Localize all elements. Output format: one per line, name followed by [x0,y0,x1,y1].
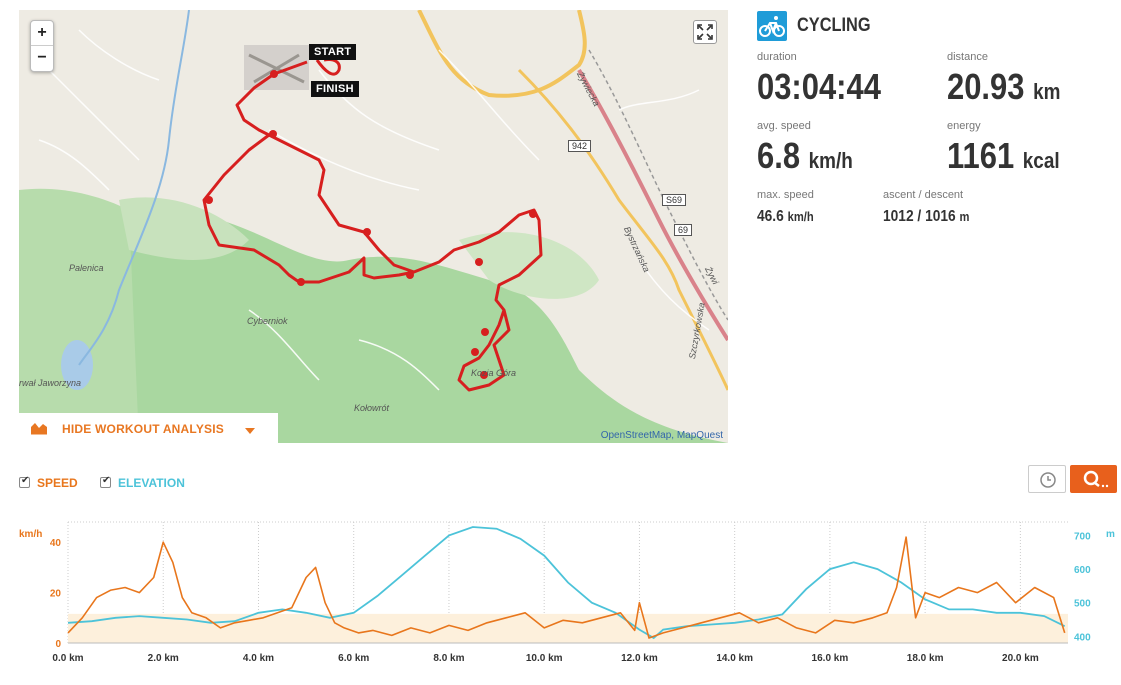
zoom-out-button[interactable]: − [37,49,47,66]
start-marker[interactable]: START [309,44,357,60]
zoom-in-button[interactable]: + [31,21,53,46]
place-label: rwał Jaworzyna [19,378,82,388]
time-axis-button[interactable] [1028,465,1066,493]
clock-icon [1040,472,1056,488]
forest-area [19,188,139,443]
y-right-tick-label: 500 [1074,599,1091,610]
speed-line [67,536,1066,639]
place-label: Kozia Góra [471,368,517,378]
main-road [517,68,728,391]
fullscreen-icon [697,24,713,40]
y-left-tick-label: 40 [50,538,62,549]
cycling-icon [757,11,787,41]
distance-axis-button[interactable] [1070,465,1117,493]
place-label: Kołowrót [354,403,390,413]
x-tick-label: 12.0 km [621,653,658,664]
x-tick-label: 4.0 km [243,653,274,664]
y-right-unit: m [1106,529,1115,540]
x-tick-label: 18.0 km [907,653,944,664]
analysis-chart-icon [31,423,47,435]
avg-speed-label: avg. speed [757,120,811,132]
duration-label: duration [757,51,797,63]
sport-title: CYCLING [797,15,871,36]
river [78,10,190,366]
railway [588,49,728,321]
x-tick-label: 16.0 km [812,653,849,664]
y-left-tick-label: 0 [55,639,61,650]
map-tiles [19,10,728,443]
x-tick-label: 10.0 km [526,653,563,664]
meadow [119,197,249,260]
max-speed-value: 46.6 km/h [757,208,814,225]
main-road [417,10,587,98]
distance-label: distance [947,51,988,63]
forest-area [19,207,728,443]
hide-workout-analysis-button[interactable]: HIDE WORKOUT ANALYSIS [19,413,278,443]
distance-value: 20.93 km [947,66,1061,107]
x-tick-label: 8.0 km [433,653,464,664]
route-map[interactable]: + − START FINISH Palenica Cyberniok Koło… [19,10,728,443]
route-track [202,60,543,392]
zoom-control: + − [30,20,54,72]
place-label: Cyberniok [247,316,288,326]
y-right-tick-label: 700 [1074,531,1091,542]
lake [61,340,93,390]
speed-average-band [68,613,1068,643]
speed-elevation-chart[interactable]: 0.0 km 2.0 km 4.0 km 6.0 km 8.0 km 10.0 km 12.… [0,510,1121,670]
y-left-unit: km/h [19,529,42,540]
finish-marker[interactable]: FINISH [311,81,359,97]
fullscreen-button[interactable] [693,20,717,44]
route-waypoints [205,70,537,379]
y-left-tick-label: 20 [50,589,62,600]
max-speed-label: max. speed [757,189,814,201]
elevation-toggle-label: ELEVATION [118,476,185,490]
energy-value: 1161 kcal [947,135,1060,176]
x-tick-label: 2.0 km [148,653,179,664]
x-tick-label: 6.0 km [338,653,369,664]
expressway [577,68,728,342]
duration-value: 03:04:44 [757,66,881,107]
ascent-label: ascent / descent [883,189,964,201]
x-tick-label: 20.0 km [1002,653,1039,664]
y-right-tick-label: 600 [1074,565,1091,576]
speed-toggle-label: SPEED [37,476,78,490]
road-number-badge: S69 [662,194,687,206]
road-number-badge: 69 [674,224,693,236]
ascent-value: 1012 / 1016 m [883,208,970,225]
distance-icon [1083,470,1109,488]
map-attribution[interactable]: OpenStreetMap, MapQuest [600,430,723,441]
avg-speed-value: 6.8 km/h [757,135,853,176]
speed-checkbox[interactable] [19,475,30,488]
hide-analysis-label: HIDE WORKOUT ANALYSIS [62,422,224,436]
x-tick-label: 14.0 km [716,653,753,664]
energy-label: energy [947,120,981,132]
elevation-checkbox[interactable] [100,475,111,488]
chevron-down-icon [245,428,255,434]
speed-toggle[interactable]: SPEED [19,475,78,490]
route-track [268,133,415,274]
elevation-toggle[interactable]: ELEVATION [100,475,185,490]
y-right-tick-label: 400 [1074,632,1091,643]
x-tick-label: 0.0 km [52,653,83,664]
place-label: Palenica [69,263,104,273]
road-number-badge: 942 [568,140,592,152]
